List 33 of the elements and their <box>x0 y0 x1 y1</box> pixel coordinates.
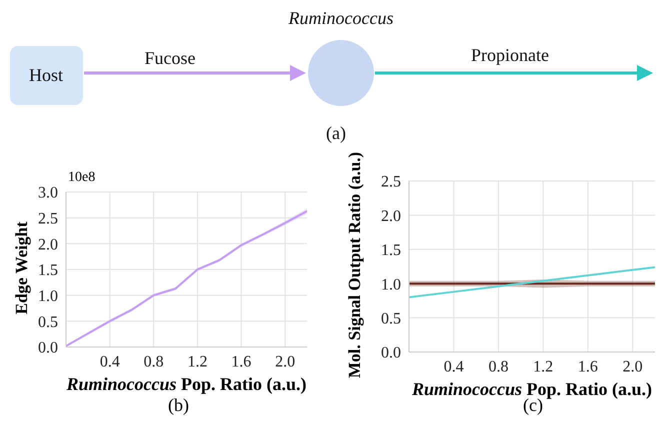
text: (b) <box>167 395 190 416</box>
y-tick-label: 1.0 <box>381 276 401 294</box>
y-tick-label: 2.0 <box>38 236 58 254</box>
x-tick-label: 0.4 <box>100 353 120 370</box>
x-tick-label: 2.0 <box>622 358 643 376</box>
y-tick-label: 2.5 <box>381 174 401 191</box>
x-axis-title: Ruminococcus Pop. Ratio (a.u.) <box>66 374 307 395</box>
text: (a) <box>326 123 346 143</box>
y-tick-label: 3.0 <box>38 184 58 202</box>
y-axis-title: Mol. Signal Output Ratio (a.u.) <box>345 150 365 380</box>
text: Propionate <box>471 45 549 65</box>
x-tick-label: 1.6 <box>578 358 598 376</box>
x-tick-label: 2.0 <box>275 353 296 370</box>
y-tick-label: 1.0 <box>38 288 58 306</box>
y-tick-label: 2.0 <box>381 208 401 225</box>
text: Host <box>28 65 64 85</box>
y-tick-label: 1.5 <box>381 242 401 260</box>
x-tick-label: 1.2 <box>187 353 208 370</box>
text: 10e8 <box>68 170 96 186</box>
y-axis-title: Edge Weight <box>12 220 32 316</box>
x-tick-label: 0.8 <box>144 353 164 370</box>
x-tick-label: 0.8 <box>488 358 508 376</box>
y-tick-label: 2.5 <box>38 210 58 228</box>
y-tick-label: 0.0 <box>38 340 58 357</box>
y-tick-label: 0.5 <box>38 314 58 331</box>
y-tick-label: 1.5 <box>38 262 58 280</box>
text: Fucose <box>144 48 196 68</box>
y-tick-label: 0.5 <box>381 310 401 328</box>
y-tick-label: 0.0 <box>381 344 401 362</box>
x-tick-label: 1.6 <box>231 353 252 370</box>
x-tick-label: 0.4 <box>444 358 464 376</box>
x-tick-label: 1.2 <box>533 358 554 376</box>
text: Ruminococcus <box>288 8 394 28</box>
